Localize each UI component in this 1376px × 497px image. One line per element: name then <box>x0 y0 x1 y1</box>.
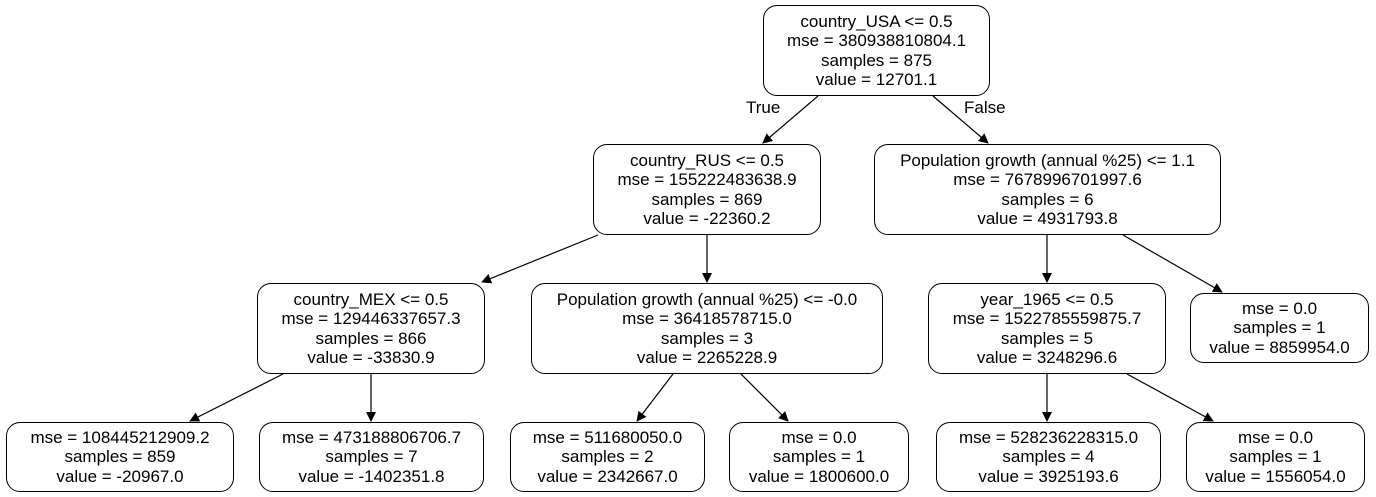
node-samples-text: samples = 7 <box>325 447 418 467</box>
node-samples-text: samples = 1 <box>1229 447 1322 467</box>
edge-root-to-rus <box>762 95 819 144</box>
tree-node-population-growth-2: Population growth (annual %25) <= -0.0 m… <box>531 283 883 374</box>
tree-leaf-node: mse = 511680050.0 samples = 2 value = 23… <box>510 422 705 492</box>
node-mse-text: mse = 380938810804.1 <box>786 31 967 50</box>
tree-leaf-node: mse = 0.0 samples = 1 value = 1800600.0 <box>729 422 909 492</box>
node-mse-text: mse = 155222483638.9 <box>617 170 797 189</box>
node-value-text: value = -22360.2 <box>643 209 771 228</box>
node-split-text: year_1965 <= 0.5 <box>980 289 1114 309</box>
node-samples-text: samples = 859 <box>64 447 176 467</box>
node-samples-text: samples = 6 <box>1001 189 1094 209</box>
node-samples-text: samples = 866 <box>315 328 427 348</box>
node-value-text: value = 2342667.0 <box>537 466 678 486</box>
tree-leaf-node: mse = 0.0 samples = 1 value = 1556054.0 <box>1186 422 1365 492</box>
edge-popgrowth2-to-leaf10 <box>740 373 789 422</box>
node-mse-text: mse = 129446337657.3 <box>281 309 461 328</box>
tree-node-root: country_USA <= 0.5 mse = 380938810804.1 … <box>763 5 990 96</box>
node-samples-text: samples = 1 <box>1233 318 1326 338</box>
node-value-text: value = 4931793.8 <box>977 209 1118 228</box>
node-value-text: value = 3925193.6 <box>978 466 1119 486</box>
tree-leaf-node: mse = 473188806706.7 samples = 7 value =… <box>259 422 484 492</box>
edge-popgrowth-to-leaf6 <box>1122 234 1223 293</box>
node-samples-text: samples = 3 <box>660 328 754 348</box>
tree-node-year-1965: year_1965 <= 0.5 mse = 1522785559875.7 s… <box>928 283 1166 374</box>
tree-leaf-node: mse = 108445212909.2 samples = 859 value… <box>6 422 234 492</box>
node-split-text: country_RUS <= 0.5 <box>629 150 785 170</box>
node-mse-text: mse = 36418578715.0 <box>622 309 792 328</box>
node-samples-text: samples = 4 <box>1002 447 1095 467</box>
node-mse-text: mse = 0.0 <box>1241 298 1318 318</box>
tree-node-country-rus: country_RUS <= 0.5 mse = 155222483638.9 … <box>593 144 821 235</box>
node-value-text: value = 8859954.0 <box>1209 337 1350 357</box>
node-value-text: value = -20967.0 <box>56 466 184 486</box>
edge-label-true: True <box>746 98 781 117</box>
node-value-text: value = 12701.1 <box>815 70 938 89</box>
node-mse-text: mse = 108445212909.2 <box>30 427 210 447</box>
node-mse-text: mse = 511680050.0 <box>532 427 683 447</box>
edge-mex-to-leaf7 <box>189 373 284 422</box>
node-mse-text: mse = 7678996701997.6 <box>953 170 1142 189</box>
node-value-text: value = 2265228.9 <box>636 348 778 367</box>
node-samples-text: samples = 1 <box>772 447 866 467</box>
node-split-text: country_MEX <= 0.5 <box>293 289 449 309</box>
node-value-text: value = 1800600.0 <box>748 466 890 486</box>
edge-year-to-leaf12 <box>1126 373 1214 422</box>
edge-popgrowth2-to-leaf9 <box>636 373 674 422</box>
tree-node-population-growth: Population growth (annual %25) <= 1.1 ms… <box>874 144 1221 235</box>
node-mse-text: mse = 0.0 <box>1237 427 1314 447</box>
node-mse-text: mse = 528236228315.0 <box>958 427 1139 447</box>
node-mse-text: mse = 473188806706.7 <box>281 427 462 447</box>
node-samples-text: samples = 2 <box>561 447 654 467</box>
tree-leaf-node: mse = 528236228315.0 samples = 4 value =… <box>936 422 1161 492</box>
tree-node-country-mex: country_MEX <= 0.5 mse = 129446337657.3 … <box>257 283 485 374</box>
tree-leaf-node: mse = 0.0 samples = 1 value = 8859954.0 <box>1190 293 1369 363</box>
edge-rus-to-mex <box>481 234 599 284</box>
node-mse-text: mse = 1522785559875.7 <box>952 309 1142 328</box>
node-value-text: value = 1556054.0 <box>1205 466 1346 486</box>
node-value-text: value = -33830.9 <box>307 348 435 367</box>
edge-root-to-popgrowth <box>932 95 989 144</box>
edge-label-false: False <box>964 98 1006 117</box>
node-value-text: value = 3248296.6 <box>976 348 1118 367</box>
node-value-text: value = -1402351.8 <box>298 466 445 486</box>
node-samples-text: samples = 869 <box>651 189 763 209</box>
node-split-text: country_USA <= 0.5 <box>800 11 953 31</box>
node-split-text: Population growth (annual %25) <= 1.1 <box>900 150 1195 170</box>
node-samples-text: samples = 5 <box>1000 328 1094 348</box>
node-samples-text: samples = 875 <box>820 50 933 70</box>
node-split-text: Population growth (annual %25) <= -0.0 <box>556 289 858 309</box>
node-mse-text: mse = 0.0 <box>781 427 857 447</box>
